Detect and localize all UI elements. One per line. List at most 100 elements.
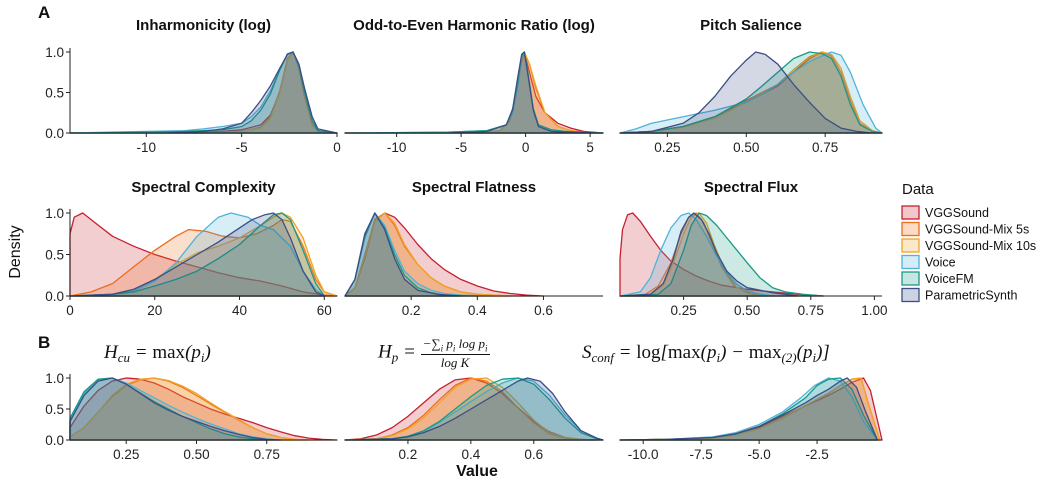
density-area-vggsound-mix-10s: [344, 51, 604, 134]
x-tick-label: 60: [317, 303, 332, 318]
density-area-vggsound: [69, 212, 338, 297]
density-area-vggsound-mix-10s: [69, 377, 310, 441]
x-tick-label: -10: [387, 140, 407, 155]
x-tick-label: 0.2: [402, 303, 421, 318]
x-tick-label: 0.25: [113, 447, 139, 462]
x-tick-label: 0.6: [524, 447, 543, 462]
x-tick-label: 0: [333, 140, 341, 155]
density-panel-8: 0.2 0.4 0.6: [344, 377, 604, 462]
y-tick-label: 0.0: [45, 126, 64, 141]
x-tick-label: 0: [522, 140, 530, 155]
y-tick-label: 0.5: [45, 86, 64, 101]
x-axis-title: Value: [456, 463, 498, 480]
density-area-voice: [619, 212, 774, 297]
density-area-voicefm: [619, 212, 825, 297]
x-tick-label: 0.25: [654, 140, 680, 155]
density-area-voice: [619, 51, 883, 134]
y-tick-label: 1.0: [45, 45, 64, 60]
density-area-vggsound-mix-10s: [619, 377, 881, 441]
density-area-voicefm: [69, 212, 325, 297]
legend-key: [901, 287, 920, 303]
density-panel-1: Inharmonicity (log) 0.0 0.5 1.0 -10 -5 0: [45, 17, 341, 155]
legend-label: Voice: [925, 256, 956, 270]
legend-key: [901, 271, 920, 286]
density-area-vggsound-mix-10s: [619, 212, 769, 297]
legend-label: VoiceFM: [925, 272, 974, 286]
x-tick-label: 0.6: [534, 303, 553, 318]
panel-title: Spectral Flux: [704, 179, 799, 196]
density-area-voicefm: [344, 51, 604, 134]
panel-title: Inharmonicity (log): [136, 17, 271, 34]
density-area-parametricsynth: [619, 377, 879, 441]
legend-title: Data: [902, 181, 934, 198]
density-panel-4: Spectral Complexity 0.0 0.5 1.0 0 20 40 60: [45, 179, 338, 318]
x-tick-label: -7.5: [690, 447, 713, 462]
x-tick-label: 20: [147, 303, 162, 318]
formula-sconf: Sconf = log[max(pi) − max(2)(pi)]: [582, 342, 830, 365]
density-area-parametricsynth: [619, 51, 883, 134]
legend-label: VGGSound-Mix 5s: [925, 223, 1029, 237]
formula-hcu: Hcu = max(pi): [104, 342, 211, 365]
density-area-voice: [344, 51, 604, 134]
density-area-parametricsynth: [69, 212, 325, 297]
density-panel-2: Odd-to-Even Harmonic Ratio (log) -10 -5 0 5: [344, 17, 604, 155]
density-area-parametricsynth: [69, 377, 282, 441]
density-panel-6: Spectral Flux 0.25 0.50 0.75 1.00: [619, 179, 888, 318]
x-tick-label: -5.0: [747, 447, 770, 462]
x-tick-label: 0: [66, 303, 74, 318]
density-area-voice: [619, 377, 879, 441]
x-tick-label: 0.75: [798, 303, 824, 318]
x-tick-label: -5: [455, 140, 467, 155]
x-tick-label: -2.5: [805, 447, 828, 462]
legend-label: VGGSound-Mix 10s: [925, 239, 1036, 253]
y-tick-label: 0.0: [45, 289, 64, 304]
x-tick-label: 0.75: [812, 140, 838, 155]
x-tick-label: 0.75: [254, 447, 280, 462]
legend-key: [901, 254, 920, 270]
density-area-voicefm: [69, 377, 268, 441]
panels-layer: Inharmonicity (log) 0.0 0.5 1.0 -10 -5 0 Odd-to…: [45, 17, 887, 462]
x-tick-label: 0.2: [399, 447, 418, 462]
legend-label: ParametricSynth: [925, 289, 1017, 303]
y-tick-label: 0.5: [45, 402, 64, 417]
density-panel-7: 0.0 0.5 1.0 0.25 0.50 0.75: [45, 371, 338, 462]
x-tick-label: 40: [232, 303, 247, 318]
legend-key: [901, 238, 920, 253]
density-area-parametricsynth: [619, 212, 799, 297]
density-area-vggsound-mix-10s: [619, 51, 883, 134]
y-tick-label: 1.0: [45, 371, 64, 386]
legend-key: [901, 205, 920, 220]
density-area-voicefm: [344, 377, 604, 441]
x-tick-label: 0.50: [183, 447, 209, 462]
formula-hp: Hp = −∑i pi log pi log K: [378, 336, 490, 370]
density-area-parametricsynth: [344, 51, 604, 134]
x-tick-label: -5: [236, 140, 248, 155]
x-tick-label: 0.4: [461, 447, 480, 462]
density-panel-3: Pitch Salience 0.25 0.50 0.75: [619, 17, 883, 155]
x-tick-label: 0.4: [468, 303, 487, 318]
y-axis-title: Density: [7, 225, 24, 278]
panel-title: Pitch Salience: [700, 17, 802, 34]
density-area-voicefm: [619, 51, 883, 134]
density-area-vggsound: [69, 377, 338, 441]
y-tick-label: 1.0: [45, 206, 64, 221]
legend-label: VGGSound: [925, 206, 989, 220]
panel-title: Spectral Flatness: [412, 179, 536, 196]
density-panel-5: Spectral Flatness 0.2 0.4 0.6: [344, 179, 603, 318]
x-tick-label: 0.25: [670, 303, 696, 318]
x-tick-label: -10: [137, 140, 157, 155]
y-tick-label: 0.5: [45, 248, 64, 263]
panel-title: Odd-to-Even Harmonic Ratio (log): [353, 17, 595, 34]
density-area-vggsound: [344, 51, 604, 134]
x-tick-label: 0.50: [733, 140, 759, 155]
x-tick-label: -10.0: [628, 447, 659, 462]
panel-letter-b: B: [38, 333, 50, 352]
density-area-parametricsynth: [344, 377, 604, 441]
density-area-vggsound-mix-5s: [344, 51, 604, 134]
density-area-parametricsynth: [69, 51, 338, 134]
panel-title: Spectral Complexity: [131, 179, 276, 196]
panel-letter-a: A: [38, 3, 50, 22]
density-panel-9: -10.0 -7.5 -5.0 -2.5: [619, 377, 883, 462]
y-tick-label: 0.0: [45, 433, 64, 448]
